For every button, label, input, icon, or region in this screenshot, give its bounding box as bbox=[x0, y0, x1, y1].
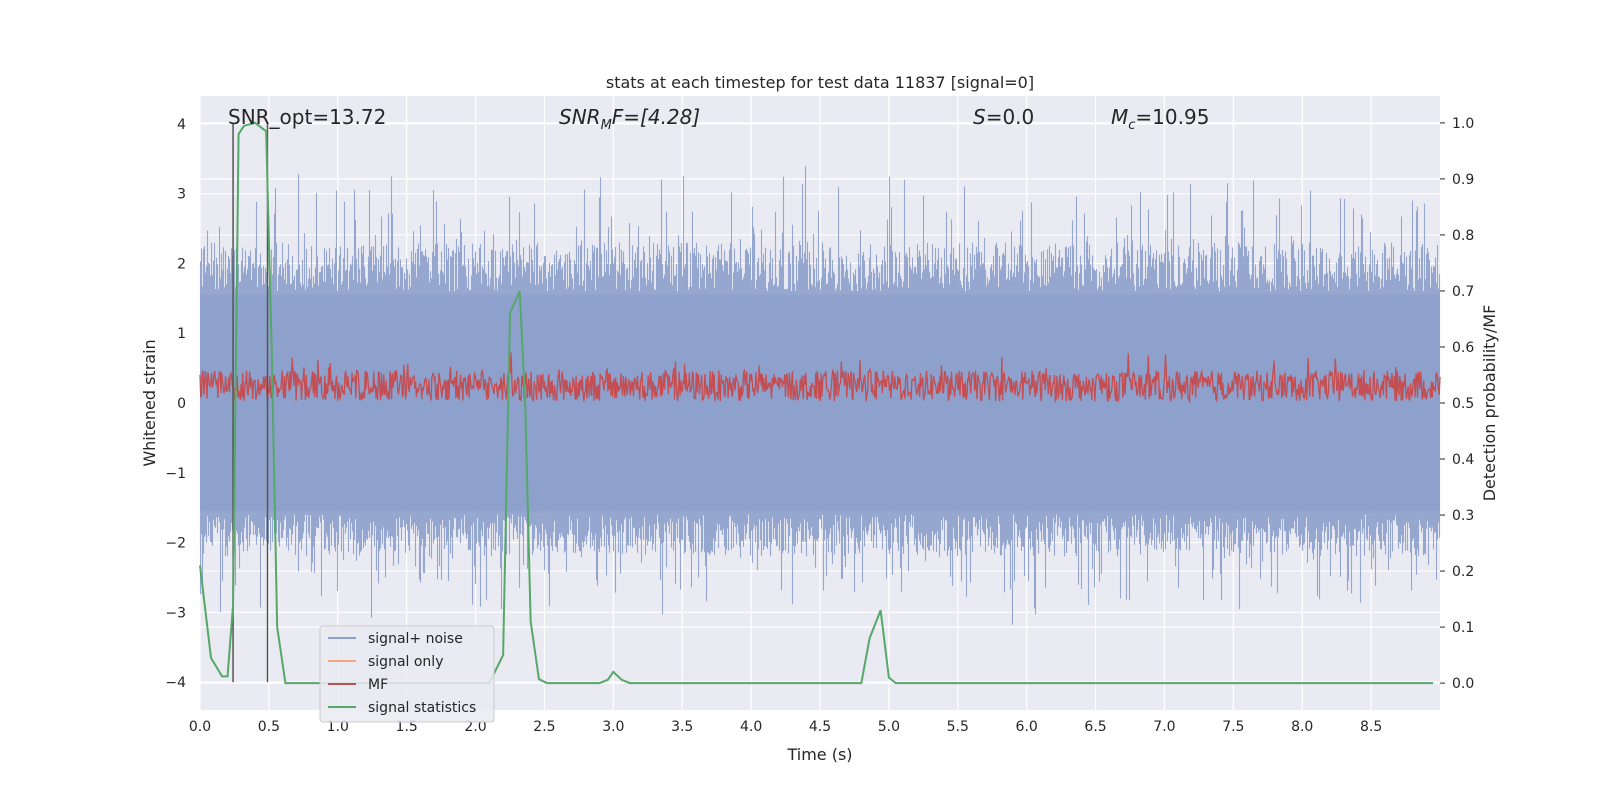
mc-sub: c bbox=[1128, 118, 1135, 133]
x-tick-label: 1.5 bbox=[396, 719, 418, 735]
snr-mf-sub: M bbox=[601, 118, 612, 133]
legend-label-signal-statistics: signal statistics bbox=[368, 700, 476, 716]
legend: signal+ noise signal only MF signal stat… bbox=[319, 625, 495, 723]
x-tick-label: 7.0 bbox=[1153, 719, 1175, 735]
left-y-axis-label: Whitened strain bbox=[140, 339, 159, 466]
mc-rest: =10.95 bbox=[1135, 105, 1209, 129]
annotation-mc: Mc=10.95 bbox=[1111, 105, 1209, 133]
right-y-tick-label: 0.2 bbox=[1452, 564, 1474, 580]
x-tick-label: 5.5 bbox=[947, 719, 969, 735]
legend-label-mf: MF bbox=[368, 677, 388, 693]
x-axis-label: Time (s) bbox=[786, 745, 852, 764]
right-y-tick-label: 0.3 bbox=[1452, 508, 1474, 524]
left-y-tick-label: 1 bbox=[177, 326, 186, 342]
right-y-tick-label: 0.1 bbox=[1452, 620, 1474, 636]
signal-statistics-line bbox=[199, 121, 1434, 685]
left-y-tick-label: 2 bbox=[177, 256, 186, 272]
signal-noise-band bbox=[200, 294, 1440, 512]
left-y-tick-label: −2 bbox=[165, 536, 186, 552]
right-y-tick-label: 1.0 bbox=[1452, 116, 1474, 132]
x-tick-label: 7.5 bbox=[1222, 719, 1244, 735]
signal-noise-series bbox=[199, 166, 1441, 625]
legend-label-signal-only: signal only bbox=[368, 654, 443, 670]
left-y-tick-label: 3 bbox=[177, 187, 186, 203]
right-y-tick-label: 0.5 bbox=[1452, 396, 1474, 412]
left-y-tick-label: 4 bbox=[177, 117, 186, 133]
x-tick-label: 4.0 bbox=[740, 719, 762, 735]
x-tick-label: 6.0 bbox=[1016, 719, 1038, 735]
s-rest: =0.0 bbox=[986, 105, 1035, 129]
x-axis-ticks: 0.0 0.5 1.0 1.5 2.0 2.5 3.0 3.5 4.0 4.5 5.0 5.5 6.0 6… bbox=[189, 719, 1382, 735]
right-y-tick-label: 0.9 bbox=[1452, 172, 1474, 188]
left-y-tick-label: 0 bbox=[177, 396, 186, 412]
legend-label-signal-noise: signal+ noise bbox=[368, 631, 463, 647]
snr-mf-base: SNR bbox=[559, 105, 601, 129]
x-tick-label: 3.0 bbox=[602, 719, 624, 735]
left-y-axis-ticks: 4 3 2 1 0 −1 −2 −3 −4 bbox=[165, 117, 186, 691]
snr-mf-rest: F=[4.28] bbox=[612, 105, 700, 129]
chart-title: stats at each timestep for test data 118… bbox=[606, 73, 1034, 92]
mc-base: M bbox=[1111, 105, 1128, 129]
x-tick-label: 0.5 bbox=[258, 719, 280, 735]
legend-box bbox=[319, 625, 495, 723]
x-tick-label: 3.5 bbox=[671, 719, 693, 735]
x-tick-label: 6.5 bbox=[1084, 719, 1106, 735]
left-y-tick-label: −4 bbox=[165, 675, 186, 691]
right-y-axis-label: Detection probability/MF bbox=[1480, 305, 1499, 502]
right-y-tick-label: 0.7 bbox=[1452, 284, 1474, 300]
annotation-snr-mf: SNRMF=[4.28] bbox=[559, 105, 700, 133]
mf-series bbox=[199, 352, 1441, 404]
mf-trace bbox=[199, 352, 1441, 404]
right-y-tick-label: 0.8 bbox=[1452, 228, 1474, 244]
x-tick-label: 1.0 bbox=[327, 719, 349, 735]
x-tick-label: 4.5 bbox=[809, 719, 831, 735]
annotation-snr-opt: SNR_opt=13.72 bbox=[228, 105, 386, 129]
x-tick-label: 8.5 bbox=[1360, 719, 1382, 735]
left-y-tick-label: −3 bbox=[165, 605, 186, 621]
x-tick-label: 8.0 bbox=[1291, 719, 1313, 735]
x-tick-label: 5.0 bbox=[878, 719, 900, 735]
annotation-s: S=0.0 bbox=[973, 105, 1034, 129]
left-y-tick-label: −1 bbox=[165, 466, 186, 482]
x-tick-label: 0.0 bbox=[189, 719, 211, 735]
x-tick-label: 2.5 bbox=[533, 719, 555, 735]
right-y-tick-label: 0.0 bbox=[1452, 676, 1474, 692]
right-y-tick-label: 0.4 bbox=[1452, 452, 1474, 468]
s-label: S bbox=[973, 105, 986, 129]
x-tick-label: 2.0 bbox=[464, 719, 486, 735]
right-y-axis-ticks: 1.0 0.9 0.8 0.7 0.6 0.5 0.4 0.3 0.2 0.1 0.0 bbox=[1440, 116, 1474, 692]
right-y-tick-label: 0.6 bbox=[1452, 340, 1474, 356]
